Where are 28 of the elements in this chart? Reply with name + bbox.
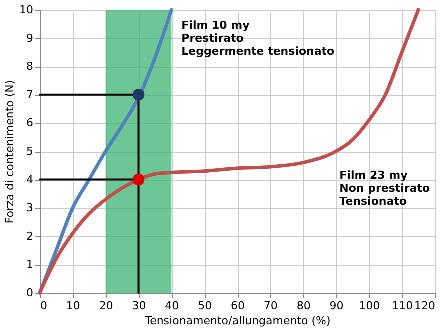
y-tick-label: 2	[26, 230, 34, 243]
y-tick-label: 1	[26, 258, 34, 272]
x-tick-label: 60	[231, 300, 245, 312]
x-tick-label: 20	[99, 300, 114, 312]
y-tick-label: 7	[26, 88, 34, 102]
x-tick-label: 30	[132, 300, 146, 312]
y-tick-label: 4	[26, 173, 34, 186]
x-tick-label: 40	[165, 300, 180, 312]
y-tick-label: 10	[20, 4, 34, 16]
x-tick-label: 100	[359, 300, 380, 312]
y-tick-label: 9	[26, 32, 34, 45]
y-tick-label: 3	[26, 202, 34, 215]
y-tick-label: 6	[26, 116, 34, 130]
x-tick-label: 70	[264, 300, 278, 312]
x-tick-label: 80	[296, 300, 311, 312]
annotation: Film 23 my Non prestirato Tensionato	[340, 168, 431, 208]
x-tick-label: 0	[40, 300, 48, 312]
x-tick-label: 110	[392, 300, 414, 312]
y-tick-label: 8	[26, 60, 34, 74]
x-tick-label: 120	[414, 300, 436, 312]
y-axis-title: Forza di contenimento (N)	[4, 80, 17, 224]
x-tick-label: 90	[330, 300, 344, 312]
y-tick-label: 5	[26, 145, 34, 158]
annotation: Film 10 my Prestirato Leggermente tensionato	[182, 19, 336, 58]
x-axis-title: Tensionamento/allungamento (%)	[144, 314, 331, 328]
y-tick-label: 0	[26, 286, 34, 300]
x-tick-label: 10	[66, 300, 80, 312]
x-tick-label: 50	[198, 300, 212, 312]
